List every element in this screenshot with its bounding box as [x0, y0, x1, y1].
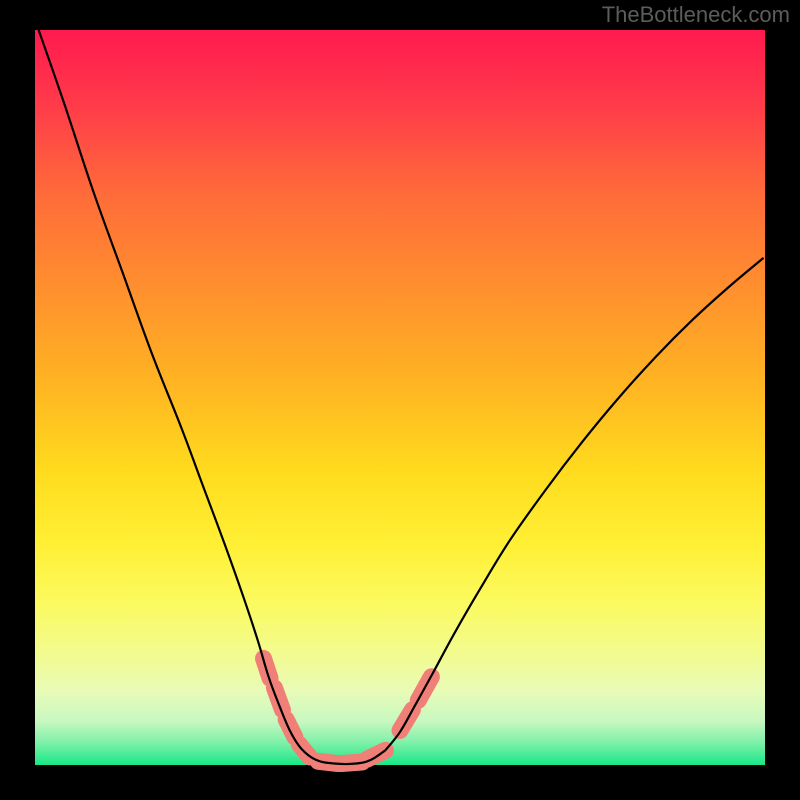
plot-svg — [0, 0, 800, 800]
highlight-segment — [286, 719, 295, 737]
bottleneck-chart: TheBottleneck.com — [0, 0, 800, 800]
watermark-text: TheBottleneck.com — [602, 2, 790, 28]
plot-background — [35, 30, 765, 765]
